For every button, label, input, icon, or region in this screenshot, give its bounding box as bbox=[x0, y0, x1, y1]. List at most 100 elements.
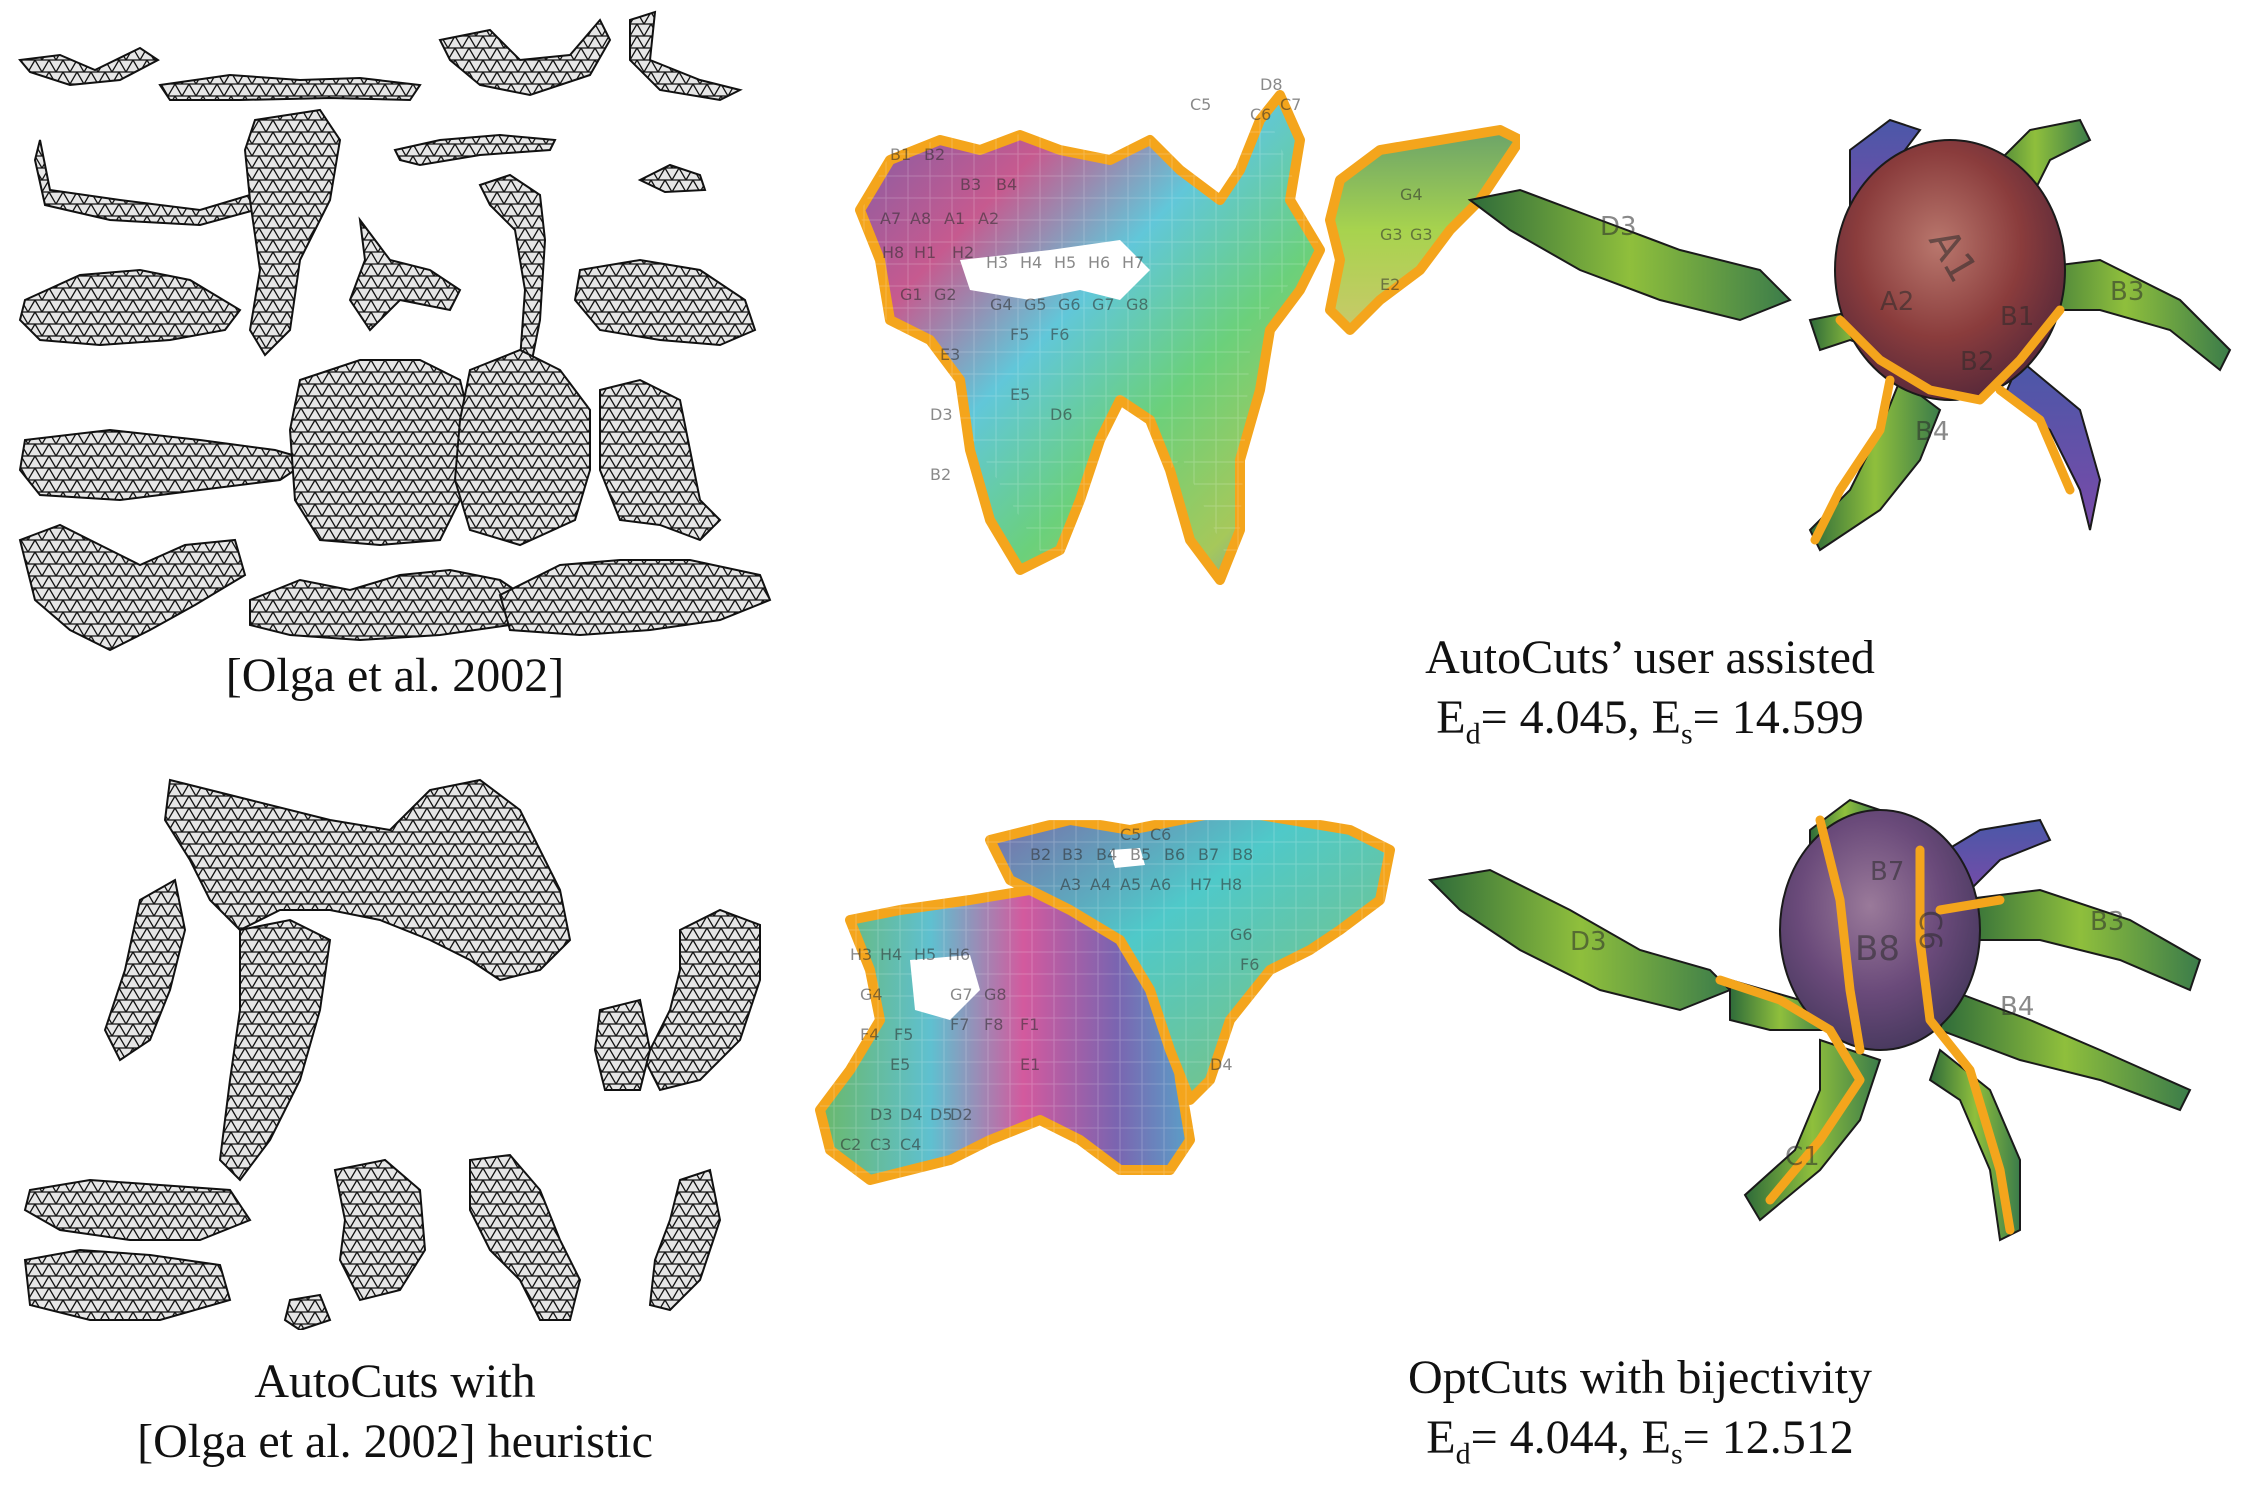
es-label: E bbox=[1652, 691, 1681, 744]
uv-patch-label: A4 bbox=[1090, 875, 1111, 894]
model-label: B7 bbox=[1870, 857, 1904, 887]
es-label: E bbox=[1642, 1411, 1671, 1464]
uv-patch-label: G4 bbox=[990, 295, 1013, 314]
energy-metrics: Ed= 4.045, Es= 14.599 bbox=[1240, 688, 2060, 765]
mesh-strip bbox=[20, 48, 158, 85]
uv-patch-label: A5 bbox=[1120, 875, 1141, 894]
uv-patch-label: F6 bbox=[1050, 325, 1069, 344]
es-subscript: s bbox=[1671, 1438, 1683, 1471]
uv-patch-label: A6 bbox=[1150, 875, 1171, 894]
mesh-chart bbox=[20, 430, 310, 500]
uv-patch-label: D4 bbox=[1210, 1055, 1233, 1074]
uv-patch-label: G6 bbox=[1230, 925, 1253, 944]
model-label: A2 bbox=[1880, 287, 1914, 317]
mesh-strip bbox=[640, 165, 705, 192]
uv-patch-label: H7 bbox=[1122, 253, 1144, 272]
uv-patch-label: D4 bbox=[900, 1105, 923, 1124]
uv-patch-label: E5 bbox=[890, 1055, 910, 1074]
caption-title: OptCuts with bijectivity bbox=[1230, 1348, 2050, 1408]
uv-patch-label: C4 bbox=[900, 1135, 921, 1154]
caption-line: [Olga et al. 2002] bbox=[0, 646, 790, 706]
uv-patch-label: B1 bbox=[890, 145, 911, 164]
uv-patch-label: G3 bbox=[1410, 225, 1433, 244]
mesh-chart bbox=[20, 525, 245, 650]
uv-patch-label: A7 bbox=[880, 209, 901, 228]
uv-patch-label: H6 bbox=[948, 945, 970, 964]
uv-patch-label: G2 bbox=[934, 285, 957, 304]
uv-patch-label: C6 bbox=[1250, 105, 1271, 124]
uv-patch-label: D5 bbox=[930, 1105, 953, 1124]
mesh-chart bbox=[595, 1000, 650, 1090]
caption-line: AutoCuts with bbox=[0, 1352, 790, 1412]
uv-patch-label: H8 bbox=[1220, 875, 1242, 894]
es-subscript: s bbox=[1681, 718, 1693, 751]
uv-patch-label: E1 bbox=[1020, 1055, 1040, 1074]
mesh-chart bbox=[500, 560, 770, 635]
mesh-strip bbox=[160, 75, 420, 100]
uv-patch-label: G7 bbox=[1092, 295, 1115, 314]
panel-autocuts-heuristic: AutoCuts with [Olga et al. 2002] heurist… bbox=[0, 760, 790, 1469]
uv-patch-label: G6 bbox=[1058, 295, 1081, 314]
mesh-strip bbox=[35, 140, 255, 225]
uv-patch-label: D3 bbox=[930, 405, 953, 424]
uv-charts-top: B1 B2 B3 B4 A7 A8 A1 A2 H8 H1 H2 H3 H4 H5 H6 H7 G1 G2 G4 G5… bbox=[820, 0, 1520, 620]
model-label: D3 bbox=[1600, 212, 1637, 242]
uv-patch-label: H4 bbox=[880, 945, 902, 964]
uv-patch-label: G4 bbox=[1400, 185, 1423, 204]
uv-patch-label: F7 bbox=[950, 1015, 969, 1034]
uv-patch-label: B3 bbox=[960, 175, 981, 194]
uv-patch-label: F8 bbox=[984, 1015, 1003, 1034]
uv-patch-label: C5 bbox=[1190, 95, 1211, 114]
uv-patch-label: B5 bbox=[1130, 845, 1151, 864]
uv-patch-label: F5 bbox=[1010, 325, 1029, 344]
panel-autocuts-user-assisted: B1 B2 B3 B4 A7 A8 A1 A2 H8 H1 H2 H3 H4 H5 H6 H7 G1 G2 G4 G5… bbox=[820, 0, 2249, 760]
mesh-chart bbox=[245, 110, 340, 355]
mesh-strip bbox=[440, 20, 610, 95]
uv-patch-label: G3 bbox=[1380, 225, 1403, 244]
mesh-chart bbox=[650, 1170, 720, 1310]
uv-patch-label: C6 bbox=[1150, 825, 1171, 844]
uv-patch-label: B6 bbox=[1164, 845, 1185, 864]
mesh-chart bbox=[25, 1180, 250, 1240]
uv-patch-label: F1 bbox=[1020, 1015, 1039, 1034]
uv-patch-label: F4 bbox=[860, 1025, 879, 1044]
uv-patch-label: E2 bbox=[1380, 275, 1400, 294]
uv-patch-label: G1 bbox=[900, 285, 923, 304]
mesh-strip bbox=[480, 175, 545, 370]
mesh-chart bbox=[455, 350, 590, 545]
uv-patch-label: E3 bbox=[940, 345, 960, 364]
ed-label: E bbox=[1426, 1411, 1455, 1464]
mesh-chart bbox=[250, 570, 530, 640]
uv-patch-label: B8 bbox=[1232, 845, 1253, 864]
uv-patch-label: G7 bbox=[950, 985, 973, 1004]
uv-patch-label: H3 bbox=[986, 253, 1008, 272]
triangle-mesh-charts bbox=[0, 0, 790, 720]
uv-patch-label: A8 bbox=[910, 209, 931, 228]
ed-label: E bbox=[1436, 691, 1465, 744]
uv-patch-label: G8 bbox=[984, 985, 1007, 1004]
uv-patch-label: F6 bbox=[1240, 955, 1259, 974]
uv-patch-label: H3 bbox=[850, 945, 872, 964]
model-label: B2 bbox=[1960, 347, 1994, 377]
uv-patch-label: A2 bbox=[978, 209, 999, 228]
uv-patch-label: E5 bbox=[1010, 385, 1030, 404]
mesh-strip bbox=[630, 12, 740, 100]
uv-patch-label: G5 bbox=[1024, 295, 1047, 314]
ed-value: = 4.044, bbox=[1471, 1411, 1642, 1464]
uv-patch-label: H2 bbox=[952, 243, 974, 262]
uv-patch-label: B2 bbox=[1030, 845, 1051, 864]
mesh-chart bbox=[20, 270, 240, 345]
caption-autocuts-heuristic: AutoCuts with [Olga et al. 2002] heurist… bbox=[0, 1352, 790, 1472]
uv-patch-label: H6 bbox=[1088, 253, 1110, 272]
panel-optcuts-bijectivity: B2 B3 B4 B5 B6 B7 B8 C5 C6 A3 A4 A5 A6 H7 H8 H3 H4 H5 H6 G4… bbox=[790, 820, 2249, 1469]
uv-grid-overlay bbox=[820, 820, 1390, 1180]
mesh-chart bbox=[335, 1160, 425, 1300]
caption-title: AutoCuts’ user assisted bbox=[1240, 628, 2060, 688]
uv-patch-label: B4 bbox=[996, 175, 1017, 194]
uv-patch-label: G8 bbox=[1126, 295, 1149, 314]
mesh-chart bbox=[220, 920, 330, 1180]
triangle-mesh-charts bbox=[0, 760, 790, 1330]
uv-patch-label: C7 bbox=[1280, 95, 1301, 114]
mesh-chart bbox=[470, 1155, 580, 1320]
caption-olga-2002: [Olga et al. 2002] bbox=[0, 646, 790, 706]
